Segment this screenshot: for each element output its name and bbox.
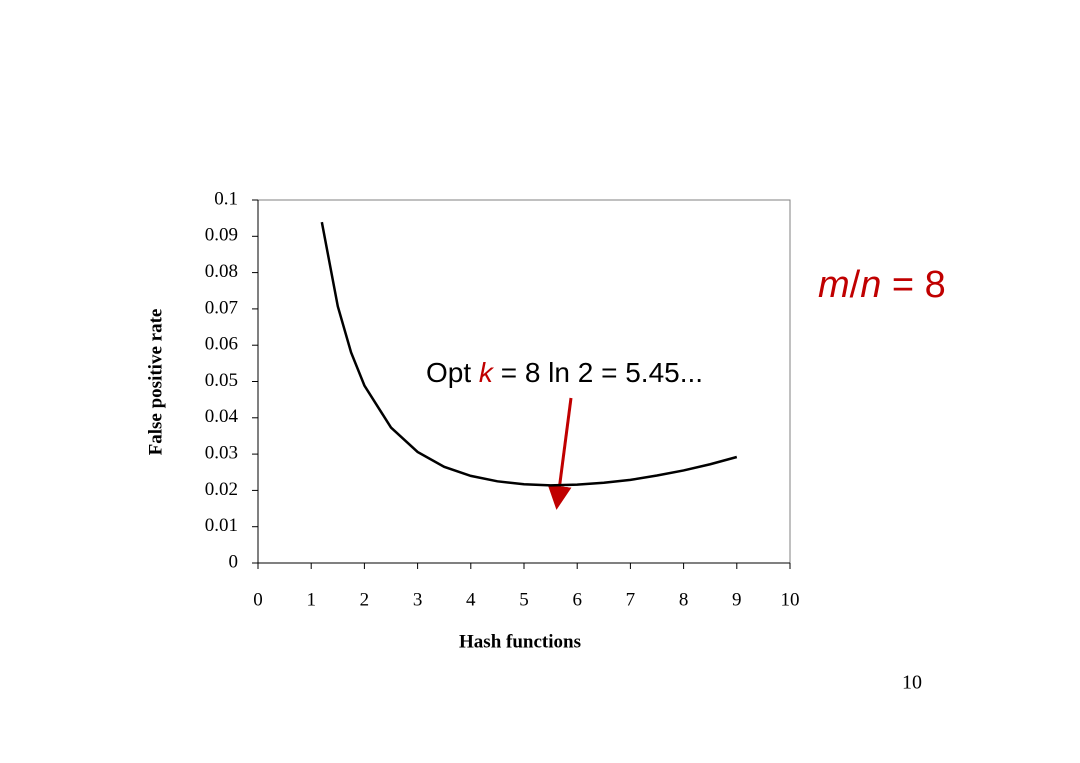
x-tick-label: 9 xyxy=(732,589,742,610)
x-tick-label: 5 xyxy=(519,589,529,610)
side-note-part: = 8 xyxy=(881,264,945,306)
y-tick-label: 0.02 xyxy=(205,479,238,500)
y-tick-label: 0.01 xyxy=(205,515,238,536)
page-number: 10 xyxy=(902,672,922,694)
annotation-part: Opt xyxy=(426,357,479,388)
annotation-part: k xyxy=(479,357,495,388)
x-tick-label: 8 xyxy=(679,589,689,610)
y-tick-label: 0.06 xyxy=(205,334,238,355)
plot: 0 0.01 0.02 0.03 0.04 0.05 0.06 0.07 0.08 0.09 0.1… xyxy=(205,188,800,610)
annotation-part: = 8 ln 2 = 5.45... xyxy=(493,357,703,388)
x-tick-label: 6 xyxy=(572,589,582,610)
x-tick-label: 10 xyxy=(781,589,800,610)
y-axis-title: False positive rate xyxy=(145,309,166,456)
x-tick-label: 7 xyxy=(626,589,636,610)
x-axis-title: Hash functions xyxy=(459,631,581,652)
annotation: Opt k = 8 ln 2 = 5.45... xyxy=(426,357,703,388)
side-note: m/n = 8 xyxy=(818,264,946,306)
y-tick-label: 0.09 xyxy=(205,225,238,246)
x-tick-label: 0 xyxy=(253,589,263,610)
x-tick-label: 3 xyxy=(413,589,423,610)
x-tick-label: 2 xyxy=(360,589,370,610)
line xyxy=(320,221,738,487)
x-tick-label: 4 xyxy=(466,589,476,610)
y-tick-label: 0.05 xyxy=(205,370,238,391)
side-note-part: / xyxy=(850,264,861,306)
y-tick-label: 0.03 xyxy=(205,442,238,463)
side-note-part: m xyxy=(818,264,850,306)
y-tick-label: 0.04 xyxy=(205,406,239,427)
arrow xyxy=(547,397,573,510)
y-tick-label: 0 xyxy=(229,551,239,572)
y-tick-label: 0.08 xyxy=(205,261,238,282)
side-note-part: n xyxy=(860,264,881,306)
y-tick-label: 0.07 xyxy=(205,297,238,318)
x-tick-label: 1 xyxy=(306,589,316,610)
y-tick-label: 0.1 xyxy=(214,188,238,209)
